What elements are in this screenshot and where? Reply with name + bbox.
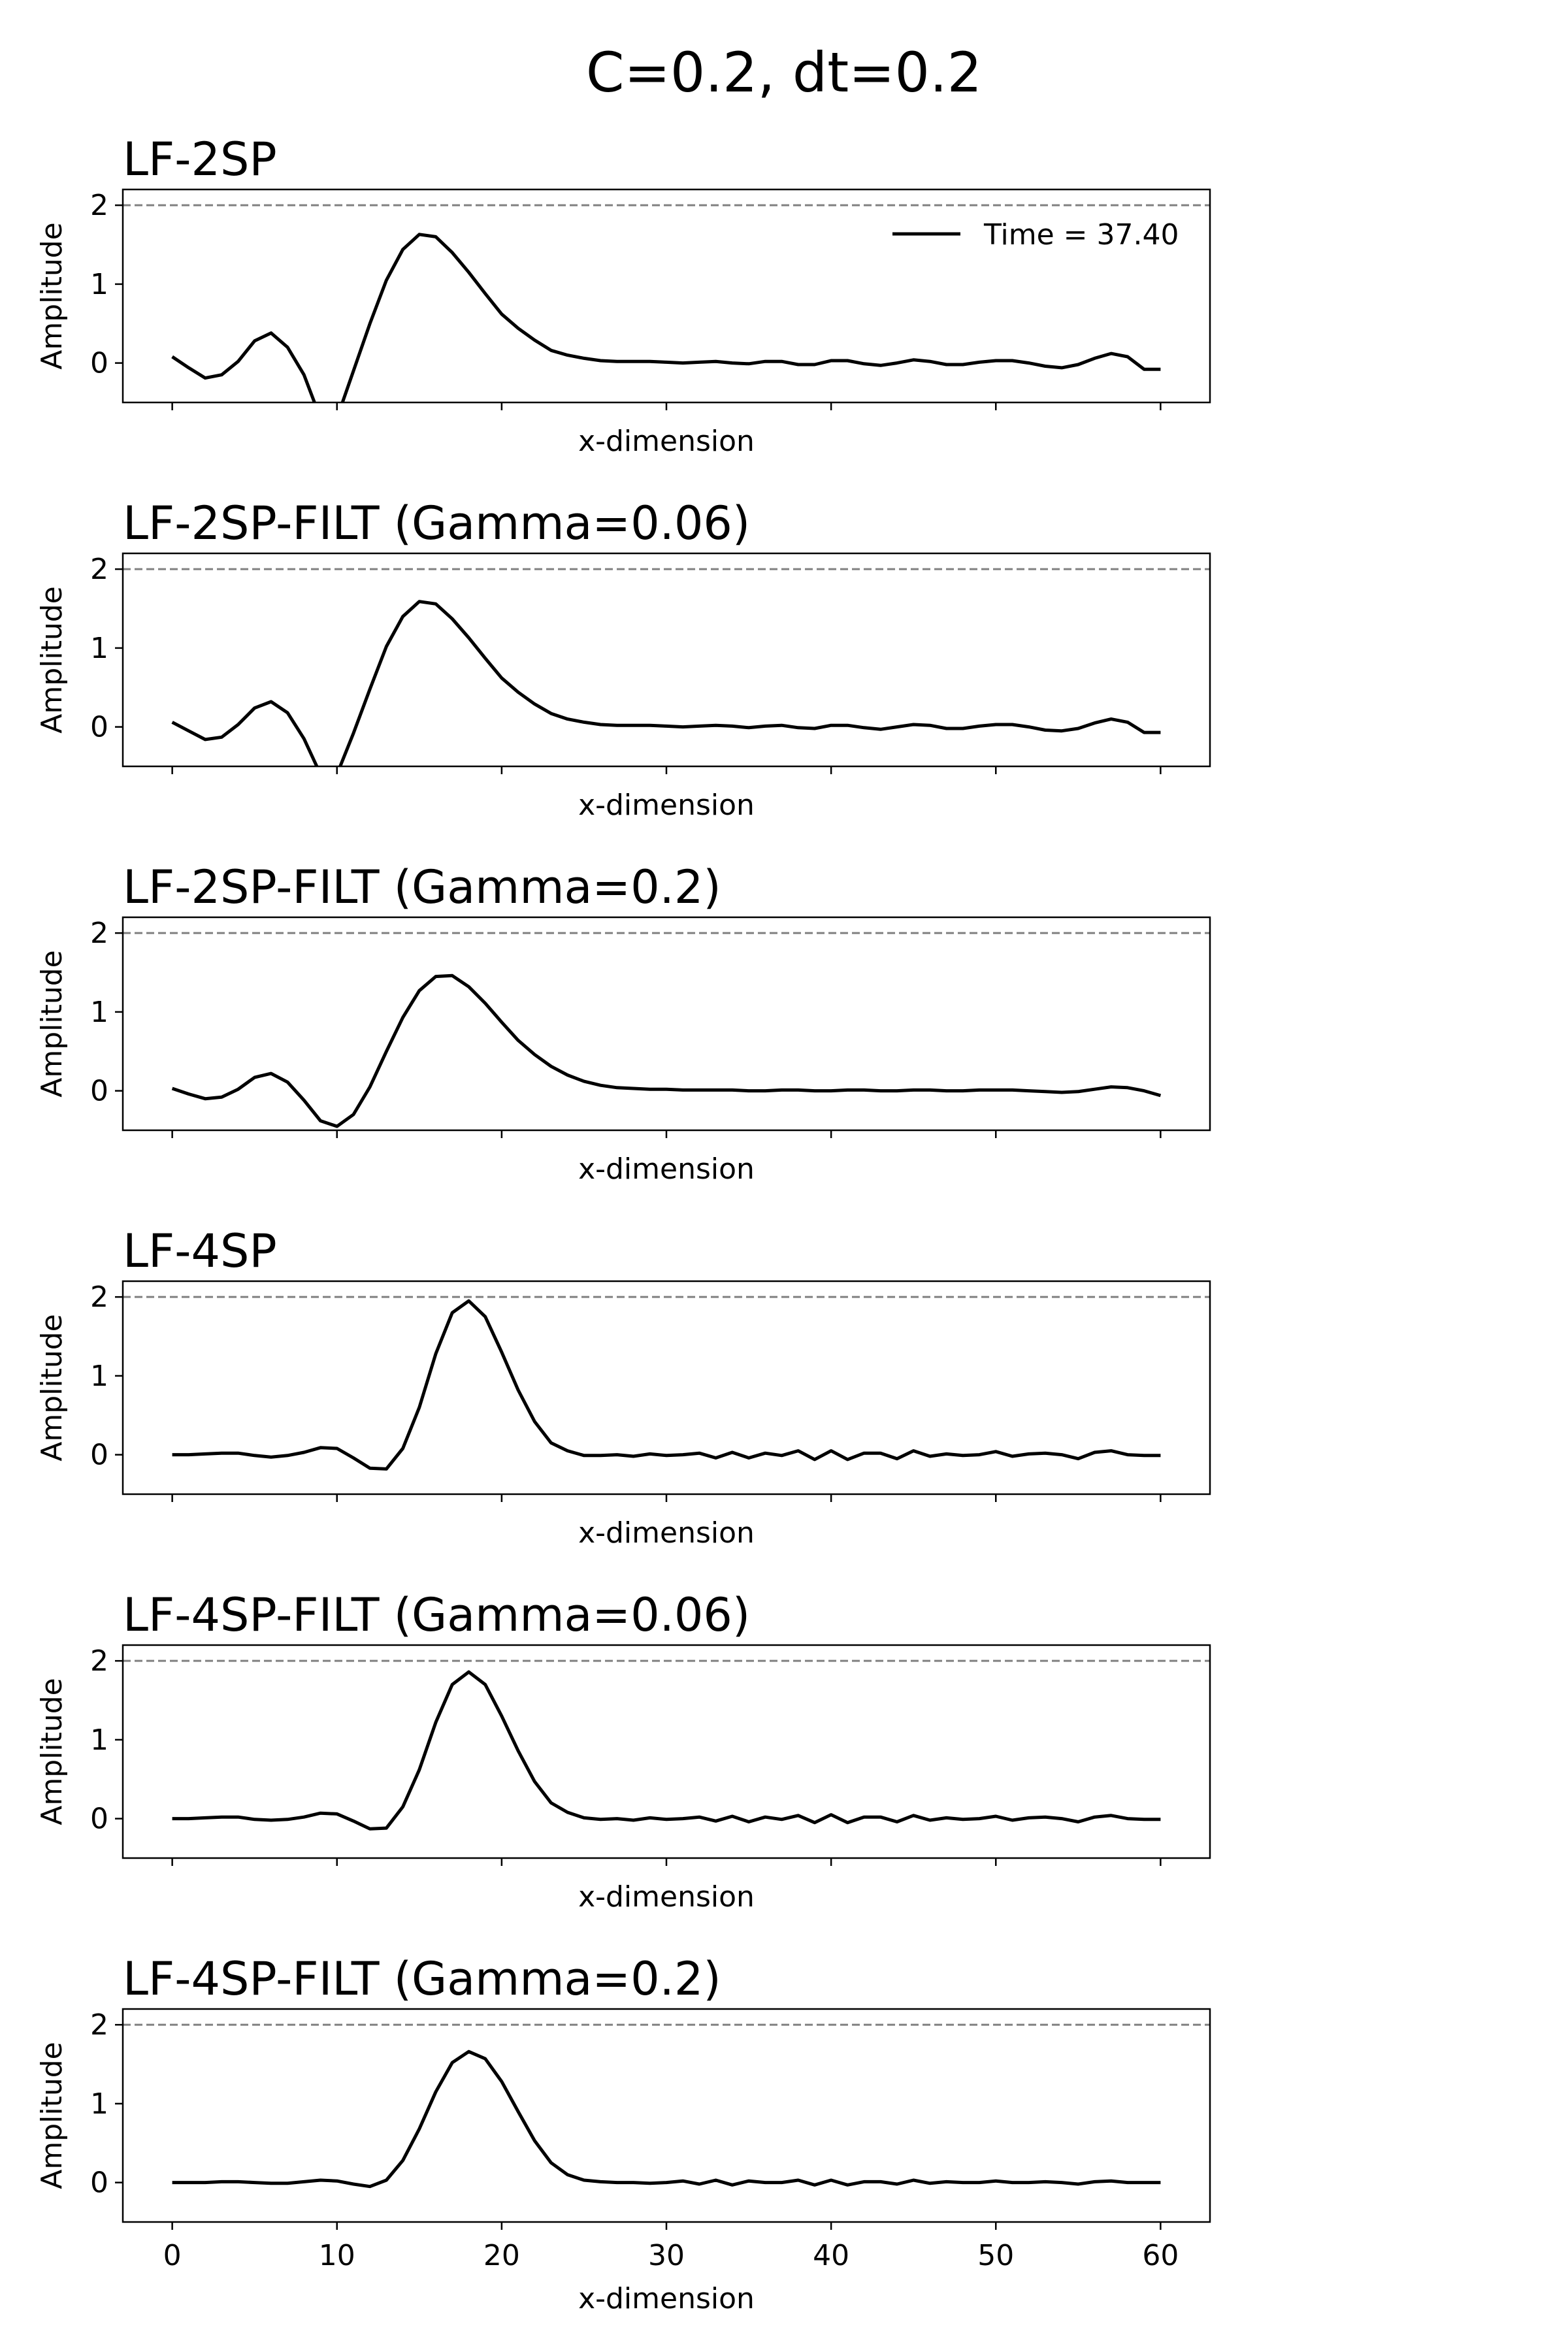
subplot: LF-2SP-FILT (Gamma=0.06) 0 1 2 x-dimension Am…: [35, 497, 1211, 822]
subplot-title: LF-4SP-FILT (Gamma=0.2): [123, 1952, 721, 2006]
y-tick-label: 1: [90, 632, 108, 665]
series-line: [171, 600, 1161, 766]
y-tick-label: 1: [90, 996, 108, 1029]
y-tick-label: 1: [90, 1360, 108, 1393]
x-tick-label: 60: [1142, 2239, 1179, 2272]
figure-title: C=0.2, dt=0.2: [586, 41, 982, 105]
x-tick-label: 50: [977, 2239, 1014, 2272]
y-tick-label: 2: [90, 1281, 108, 1314]
x-axis-label: x-dimension: [578, 1152, 755, 1186]
y-tick-label: 0: [90, 347, 108, 380]
x-tick-label: 30: [648, 2239, 685, 2272]
y-tick-label: 2: [90, 2008, 108, 2042]
subplot-title: LF-2SP: [123, 133, 277, 186]
subplot: LF-4SP-FILT (Gamma=0.06) 0 1 2 x-dimension Am…: [35, 1588, 1211, 1914]
x-tick-label: 0: [163, 2239, 182, 2272]
y-tick-label: 1: [90, 268, 108, 301]
subplot: LF-2SP-FILT (Gamma=0.2) 0 1 2 x-dimension Amp…: [35, 860, 1211, 1186]
y-axis-label: Amplitude: [35, 1678, 69, 1825]
x-axis-label: x-dimension: [578, 2282, 755, 2315]
y-tick-label: 0: [90, 1075, 108, 1108]
y-tick-label: 0: [90, 1439, 108, 1472]
subplot-title: LF-2SP-FILT (Gamma=0.06): [123, 497, 750, 550]
y-tick-label: 0: [90, 711, 108, 744]
x-tick-label: 20: [483, 2239, 520, 2272]
subplot: LF-4SP 0 1 2 x-dimension Amplitude: [35, 1224, 1211, 1550]
y-tick-label: 2: [90, 189, 108, 222]
subplot-title: LF-4SP: [123, 1224, 277, 1278]
y-axis-label: Amplitude: [35, 1314, 69, 1461]
series-line: [172, 2050, 1161, 2189]
series-line: [171, 973, 1162, 1128]
subplot-title: LF-2SP-FILT (Gamma=0.2): [123, 860, 721, 914]
series-line: [172, 1299, 1161, 1471]
subplots: LF-2SP 0 1 2 x-dimension Amplitude Time = 37.4…: [35, 133, 1211, 2315]
y-tick-label: 0: [90, 2166, 108, 2200]
legend-label: Time = 37.40: [983, 218, 1179, 252]
y-axis-label: Amplitude: [35, 586, 69, 733]
y-tick-label: 2: [90, 1644, 108, 1678]
y-axis-label: Amplitude: [35, 2042, 69, 2189]
y-axis-label: Amplitude: [35, 950, 69, 1097]
y-tick-label: 1: [90, 1723, 108, 1757]
x-axis-label: x-dimension: [578, 1516, 755, 1550]
y-tick-label: 1: [90, 2087, 108, 2121]
subplot: LF-2SP 0 1 2 x-dimension Amplitude Time = 37.4…: [35, 133, 1211, 458]
subplot-title: LF-4SP-FILT (Gamma=0.06): [123, 1588, 750, 1642]
x-tick-label: 10: [319, 2239, 355, 2272]
series-line: [171, 233, 1161, 402]
x-axis-label: x-dimension: [578, 425, 755, 458]
y-tick-label: 2: [90, 553, 108, 586]
x-axis-label: x-dimension: [578, 1880, 755, 1914]
series-line: [172, 1670, 1161, 1831]
y-axis-label: Amplitude: [35, 222, 69, 369]
y-tick-label: 2: [90, 917, 108, 950]
x-tick-label: 40: [813, 2239, 849, 2272]
x-axis-label: x-dimension: [578, 789, 755, 822]
y-tick-label: 0: [90, 1803, 108, 1836]
